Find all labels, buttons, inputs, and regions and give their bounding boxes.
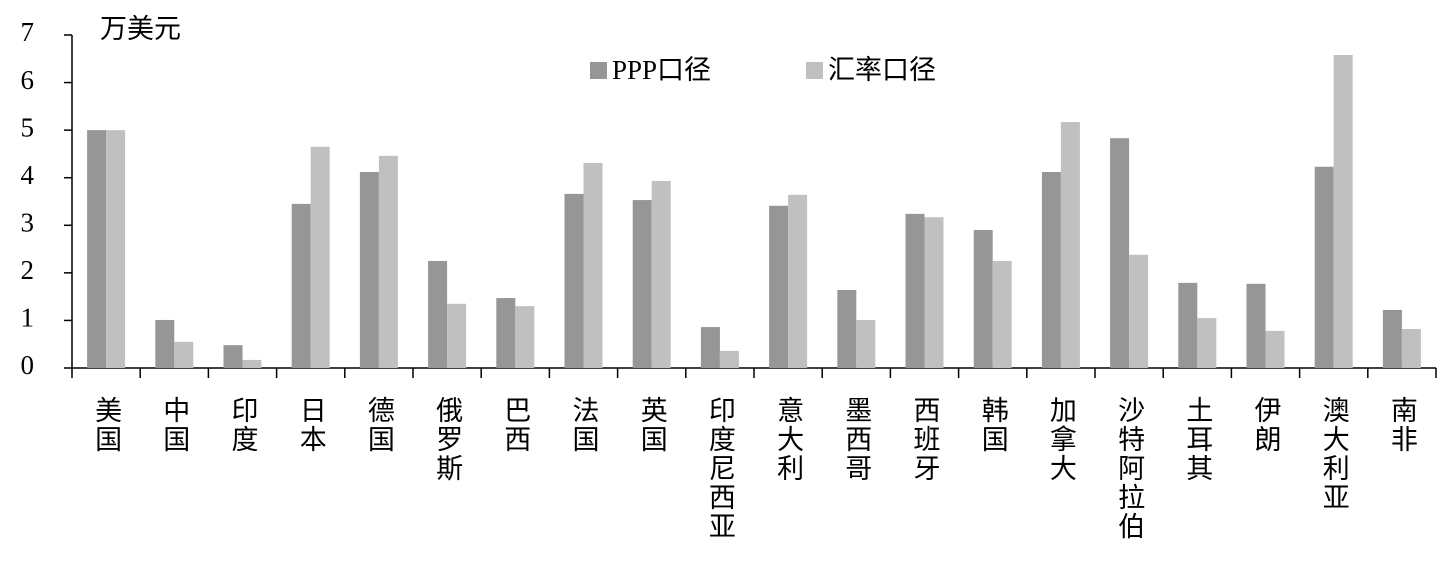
x-tick-label: 沙特阿拉伯 — [1114, 396, 1145, 541]
y-tick-label: 7 — [21, 17, 35, 47]
x-tick-label: 中国 — [159, 396, 189, 454]
bar — [1041, 172, 1061, 368]
x-tick-label: 南非 — [1387, 396, 1417, 454]
bar — [1265, 330, 1285, 368]
x-tick-label: 美国 — [91, 396, 121, 454]
bar — [769, 205, 789, 368]
bar — [788, 194, 808, 368]
x-tick-label: 德国 — [364, 396, 395, 454]
legend-label: PPP口径 — [612, 55, 711, 85]
x-tick-label: 俄罗斯 — [432, 396, 463, 483]
x-tick-label: 意大利 — [773, 396, 804, 483]
bar — [447, 303, 467, 368]
bar — [1197, 318, 1217, 368]
x-tick-label: 印度尼西亚 — [705, 396, 736, 541]
bar — [1382, 309, 1402, 368]
x-tick-label: 韩国 — [978, 396, 1008, 454]
x-tick-label: 伊朗 — [1251, 396, 1282, 454]
bar — [1333, 54, 1353, 368]
bar — [1178, 282, 1198, 368]
bar — [223, 345, 243, 368]
y-tick-label: 2 — [21, 255, 35, 285]
bar — [837, 289, 857, 368]
bar — [564, 193, 584, 368]
legend-label: 汇率口径 — [828, 55, 936, 85]
bar — [174, 341, 194, 368]
y-tick-label: 5 — [21, 112, 35, 142]
bar — [1110, 138, 1130, 368]
bar — [359, 172, 379, 368]
x-tick-label: 印度 — [228, 396, 259, 454]
bar — [1246, 283, 1266, 368]
legend-swatch — [806, 62, 823, 79]
bar — [378, 155, 398, 368]
bar — [583, 162, 603, 368]
x-tick-label: 加拿大 — [1046, 396, 1077, 483]
x-tick-label: 西班牙 — [910, 396, 941, 483]
bar — [87, 130, 107, 368]
bar — [856, 319, 876, 368]
bar — [719, 350, 739, 368]
y-tick-label: 0 — [21, 350, 35, 380]
x-tick-label: 巴西 — [500, 396, 530, 454]
bar — [1314, 166, 1334, 368]
x-tick-label: 澳大利亚 — [1319, 396, 1350, 512]
bar — [496, 298, 516, 368]
bar — [1060, 122, 1080, 368]
bar — [651, 181, 671, 368]
bar — [700, 327, 720, 368]
bar — [632, 200, 652, 368]
bar — [310, 146, 330, 368]
x-tick-label: 墨西哥 — [841, 396, 871, 483]
bar — [924, 217, 944, 368]
y-tick-label: 1 — [21, 303, 35, 333]
bar — [291, 203, 311, 368]
bar — [515, 306, 535, 368]
bar — [1401, 328, 1421, 368]
bar — [992, 260, 1012, 368]
legend-swatch — [590, 62, 607, 79]
unit-label: 万美元 — [100, 14, 181, 44]
y-tick-label: 6 — [21, 65, 35, 95]
bar — [242, 359, 262, 368]
y-tick-label: 3 — [21, 207, 35, 237]
x-tick-label: 英国 — [637, 396, 667, 454]
bar — [1129, 254, 1149, 368]
x-tick-label: 法国 — [569, 396, 599, 454]
x-tick-label: 日本 — [296, 396, 327, 454]
x-tick-label: 土耳其 — [1182, 396, 1212, 483]
bar — [155, 319, 175, 368]
bar — [973, 230, 993, 368]
y-tick-label: 4 — [21, 160, 35, 190]
bar — [905, 213, 925, 368]
bar — [106, 130, 126, 368]
bar — [428, 260, 448, 368]
